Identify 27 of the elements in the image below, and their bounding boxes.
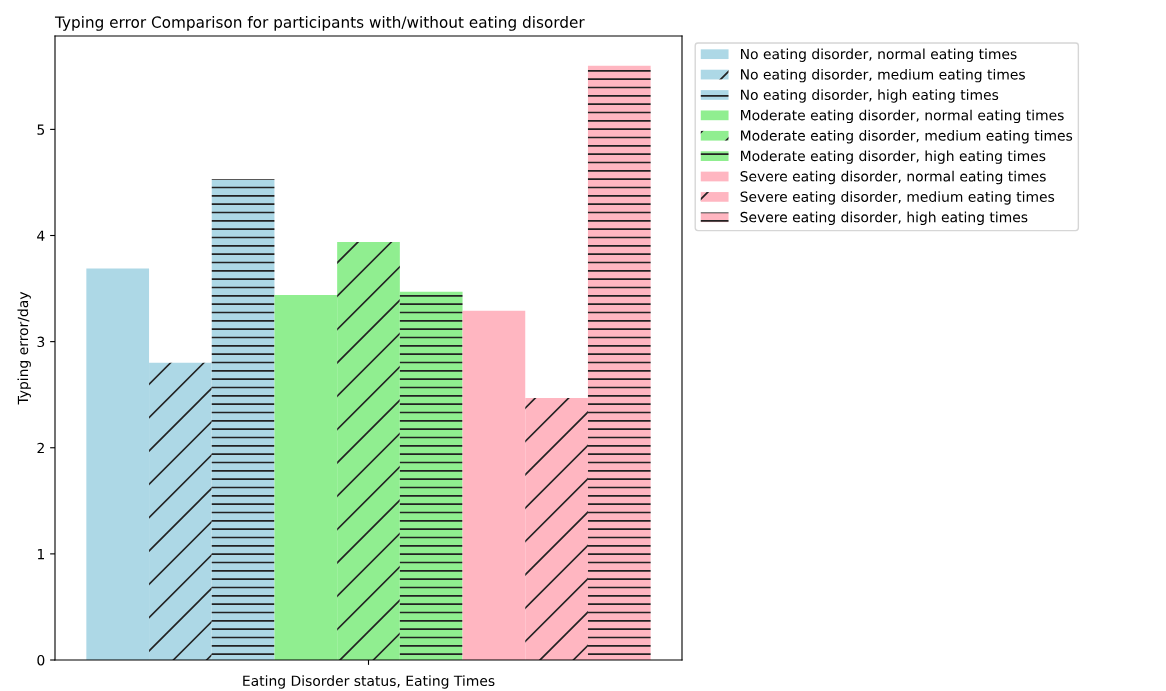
legend-label: No eating disorder, medium eating times	[741, 68, 1025, 83]
bar	[525, 397, 588, 660]
y-tick-label: 2	[37, 442, 44, 454]
bar	[274, 294, 338, 660]
y-tick-label: 1	[37, 549, 44, 560]
legend-label: Severe eating disorder, normal eating times	[740, 170, 1046, 185]
legend-label: Moderate eating disorder, high eating times	[741, 150, 1046, 164]
y-tick-label: 4	[37, 230, 45, 241]
bar	[211, 179, 275, 660]
y-axis-title: Typing error/day	[17, 291, 31, 405]
bar	[587, 65, 651, 660]
legend-label: Severe eating disorder, high eating times	[740, 211, 1028, 226]
legend-label: Moderate eating disorder, normal eating times	[741, 109, 1064, 124]
legend-label: No eating disorder, normal eating times	[741, 48, 1017, 62]
legend-label: No eating disorder, high eating times	[741, 89, 999, 103]
bar	[462, 310, 526, 660]
y-tick-label: 0	[37, 654, 45, 666]
x-axis-title: Eating Disorder status, Eating Times	[243, 675, 495, 689]
bar	[86, 268, 150, 660]
chart-title: Typing error Comparison for participants with/without eating disorder	[54, 16, 585, 31]
bar	[337, 241, 400, 660]
bar	[399, 291, 463, 660]
legend-label: Moderate eating disorder, medium eating times	[741, 130, 1073, 144]
legend-label: Severe eating disorder, medium eating times	[740, 191, 1055, 205]
y-tick-label: 3	[37, 336, 45, 348]
bar	[149, 362, 212, 660]
y-tick-label: 5	[37, 124, 45, 135]
